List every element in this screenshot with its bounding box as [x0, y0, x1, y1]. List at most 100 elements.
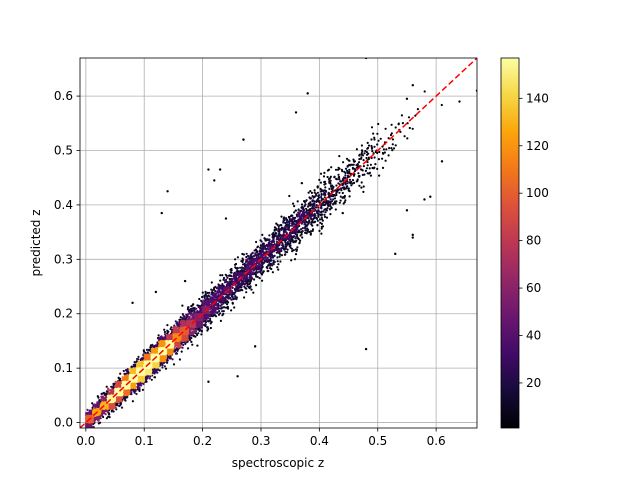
- scatter-point: [300, 230, 304, 233]
- scatter-point: [133, 363, 136, 366]
- scatter-point: [316, 223, 319, 227]
- scatter-point: [306, 228, 309, 231]
- scatter-point: [284, 250, 287, 253]
- scatter-point: [275, 238, 278, 241]
- scatter-point: [341, 170, 344, 173]
- scatter-point: [187, 316, 190, 319]
- scatter-point: [378, 174, 381, 177]
- scatter-point: [222, 276, 226, 280]
- scatter-point: [249, 259, 252, 262]
- scatter-point: [203, 306, 206, 309]
- scatter-point: [167, 330, 170, 333]
- scatter-point: [182, 343, 185, 347]
- scatter-point: [175, 342, 178, 345]
- scatter-point: [316, 186, 319, 189]
- scatter-point: [281, 247, 284, 250]
- scatter-point: [226, 296, 229, 299]
- scatter-point: [255, 271, 258, 274]
- scatter-point: [158, 369, 161, 372]
- scatter-point: [344, 171, 347, 175]
- scatter-point: [115, 408, 118, 411]
- scatter-point: [201, 295, 204, 299]
- scatter-point: [335, 184, 338, 187]
- scatter-point: [201, 291, 204, 294]
- scatter-point: [365, 156, 368, 160]
- scatter-point: [390, 123, 393, 126]
- scatter-point: [279, 224, 282, 227]
- scatter-point: [166, 332, 169, 335]
- scatter-point: [226, 281, 229, 284]
- scatter-point: [119, 404, 122, 407]
- scatter-point: [210, 320, 213, 324]
- scatter-point: [323, 213, 326, 216]
- scatter-point: [94, 419, 97, 422]
- scatter-point: [226, 305, 229, 309]
- scatter-point: [181, 313, 184, 316]
- scatter-point: [374, 163, 377, 166]
- scatter-point: [142, 349, 145, 352]
- scatter-point: [112, 410, 115, 413]
- scatter-point: [248, 277, 251, 280]
- scatter-point: [371, 150, 374, 153]
- scatter-point: [361, 173, 364, 176]
- scatter-point: [304, 229, 307, 232]
- scatter-point: [378, 150, 381, 154]
- scatter-point: [266, 267, 269, 270]
- scatter-point: [260, 253, 263, 256]
- scatter-point: [209, 299, 212, 302]
- scatter-point: [440, 103, 443, 107]
- scatter-point: [348, 181, 351, 184]
- scatter-point: [248, 287, 251, 290]
- scatter-point: [245, 252, 248, 255]
- scatter-point: [339, 195, 342, 198]
- scatter-point: [163, 330, 166, 334]
- scatter-point: [370, 126, 374, 129]
- scatter-point: [286, 251, 289, 254]
- scatter-point: [358, 158, 361, 161]
- scatter-point: [369, 174, 372, 177]
- scatter-point: [277, 225, 280, 228]
- scatter-point: [188, 323, 191, 326]
- scatter-point: [411, 127, 414, 130]
- scatter-point: [310, 214, 313, 217]
- scatter-point: [183, 322, 186, 325]
- scatter-point: [307, 217, 310, 220]
- scatter-point: [141, 388, 144, 391]
- scatter-point: [255, 266, 258, 269]
- scatter-point: [196, 304, 199, 307]
- scatter-point: [358, 174, 361, 178]
- scatter-point: [297, 211, 300, 214]
- scatter-point: [140, 357, 143, 360]
- scatter-point: [188, 336, 191, 339]
- scatter-point: [182, 336, 185, 339]
- scatter-point: [340, 189, 343, 192]
- scatter-point: [187, 313, 190, 316]
- scatter-point: [300, 233, 303, 236]
- scatter-point: [183, 332, 186, 335]
- scatter-point: [224, 298, 227, 301]
- scatter-point: [234, 266, 237, 269]
- scatter-point: [368, 167, 371, 170]
- scatter-point: [118, 384, 121, 387]
- scatter-point: [269, 264, 272, 267]
- scatter-point: [228, 274, 231, 277]
- scatter-point: [332, 203, 335, 206]
- scatter-point: [296, 213, 299, 216]
- scatter-point: [348, 168, 351, 171]
- scatter-point: [271, 264, 274, 267]
- scatter-point: [192, 332, 195, 335]
- scatter-point: [97, 418, 100, 421]
- scatter-point: [329, 175, 332, 178]
- scatter-point: [288, 194, 291, 198]
- scatter-point: [103, 410, 107, 413]
- scatter-point: [192, 303, 195, 306]
- scatter-point: [278, 255, 281, 258]
- scatter-point: [325, 216, 329, 219]
- scatter-point: [296, 237, 299, 240]
- scatter-point: [226, 307, 230, 310]
- scatter-point: [367, 156, 371, 159]
- scatter-point: [104, 413, 107, 416]
- scatter-point: [246, 280, 249, 283]
- scatter-point: [264, 256, 267, 259]
- scatter-point: [197, 313, 200, 316]
